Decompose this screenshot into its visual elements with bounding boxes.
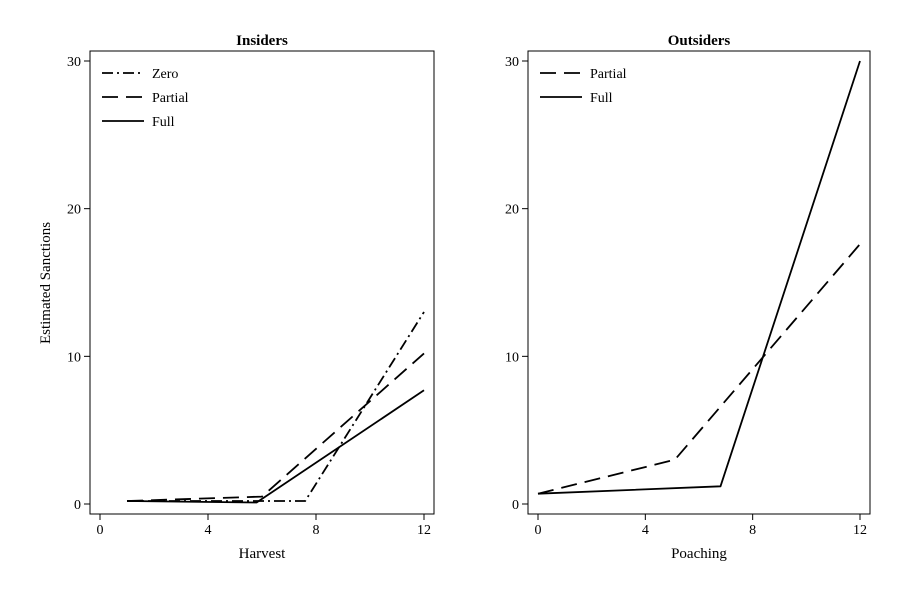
outsiders-x-tick-label: 8 — [749, 523, 756, 538]
outsiders-plot-frame — [527, 50, 871, 515]
insiders-x-tick-label: 0 — [97, 523, 104, 538]
insiders-x-tick-label: 8 — [313, 523, 320, 538]
insiders-series-line-full — [126, 389, 425, 504]
outsiders-y-tick-label: 0 — [512, 498, 519, 513]
insiders-x-tick-label: 4 — [205, 523, 212, 538]
insiders-series-line-partial — [126, 352, 425, 502]
insiders-y-tick-label: 10 — [67, 350, 81, 365]
outsiders-series-line-full — [537, 60, 861, 495]
insiders-legend-label-partial: Partial — [152, 91, 189, 106]
outsiders-y-tick-label: 20 — [505, 203, 519, 218]
insiders-y-tick-label: 0 — [74, 498, 81, 513]
insiders-title: Insiders — [236, 33, 288, 49]
insiders-x-axis-label: Harvest — [239, 546, 286, 562]
outsiders-y-tick-label: 30 — [505, 55, 519, 70]
outsiders-x-tick-label: 0 — [535, 523, 542, 538]
outsiders-y-tick-label: 10 — [505, 350, 519, 365]
insiders-legend-label-full: Full — [152, 115, 175, 130]
outsiders-x-tick-label: 12 — [853, 523, 867, 538]
insiders-legend-label-zero: Zero — [152, 67, 178, 82]
insiders-y-tick-label: 20 — [67, 203, 81, 218]
insiders-panel: Insiders Estimated Sanctions Harvest 0 10… — [38, 33, 435, 562]
insiders-y-axis-label: Estimated Sanctions — [38, 222, 54, 344]
outsiders-legend-label-full: Full — [590, 91, 613, 106]
insiders-y-tick-label: 30 — [67, 55, 81, 70]
outsiders-x-tick-label: 4 — [642, 523, 649, 538]
outsiders-legend-label-partial: Partial — [590, 67, 627, 82]
outsiders-panel: Outsiders Poaching 0 10 20 30 0 4 8 12 Partial Fu… — [505, 33, 871, 562]
outsiders-x-axis-label: Poaching — [671, 546, 727, 562]
outsiders-title: Outsiders — [668, 33, 731, 49]
insiders-plot-frame — [89, 50, 435, 515]
insiders-x-tick-label: 12 — [417, 523, 431, 538]
